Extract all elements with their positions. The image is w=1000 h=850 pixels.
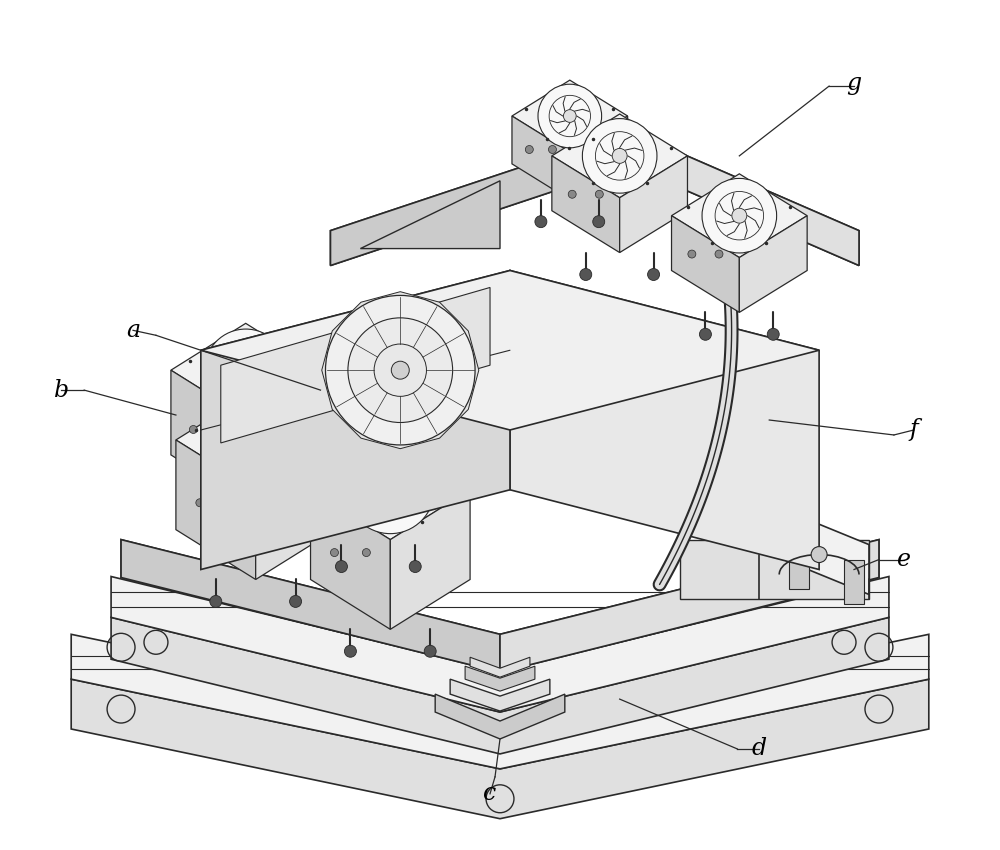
Circle shape [348, 318, 453, 422]
Polygon shape [552, 156, 620, 252]
Circle shape [344, 645, 356, 657]
Circle shape [593, 216, 605, 228]
Circle shape [362, 548, 370, 557]
Polygon shape [470, 657, 530, 677]
Polygon shape [390, 490, 470, 629]
Circle shape [290, 596, 302, 608]
Circle shape [346, 446, 434, 534]
Polygon shape [759, 500, 869, 594]
Polygon shape [450, 679, 550, 711]
Circle shape [323, 470, 331, 478]
Circle shape [237, 362, 254, 378]
Polygon shape [672, 216, 739, 312]
Circle shape [335, 560, 347, 573]
Polygon shape [680, 540, 869, 599]
Text: d: d [752, 738, 767, 761]
Polygon shape [512, 116, 570, 200]
Polygon shape [630, 131, 859, 265]
Polygon shape [71, 634, 929, 769]
Text: b: b [54, 378, 69, 401]
Polygon shape [111, 617, 889, 754]
Polygon shape [672, 173, 807, 258]
Polygon shape [176, 390, 335, 490]
Polygon shape [789, 545, 809, 589]
Polygon shape [844, 559, 864, 604]
Circle shape [330, 548, 338, 557]
Polygon shape [201, 270, 819, 430]
Circle shape [219, 426, 227, 434]
Polygon shape [378, 415, 452, 545]
Circle shape [688, 250, 696, 258]
Circle shape [525, 145, 533, 154]
Circle shape [196, 499, 204, 507]
Circle shape [767, 328, 779, 340]
Circle shape [699, 328, 711, 340]
Polygon shape [322, 292, 479, 449]
Circle shape [568, 190, 576, 198]
Polygon shape [330, 131, 630, 265]
Polygon shape [246, 371, 320, 502]
Circle shape [538, 84, 602, 148]
Polygon shape [221, 287, 490, 443]
Polygon shape [435, 694, 565, 739]
Polygon shape [360, 181, 500, 248]
Polygon shape [171, 371, 246, 502]
Polygon shape [305, 369, 452, 461]
Polygon shape [176, 440, 256, 580]
Circle shape [374, 344, 426, 396]
Text: f: f [909, 418, 918, 441]
Text: g: g [846, 71, 862, 94]
Polygon shape [305, 415, 378, 545]
Polygon shape [256, 440, 335, 580]
Polygon shape [311, 440, 470, 540]
Circle shape [548, 145, 556, 154]
Circle shape [189, 426, 197, 434]
Polygon shape [171, 323, 320, 417]
Polygon shape [71, 679, 929, 819]
Circle shape [595, 190, 603, 198]
Polygon shape [121, 540, 500, 672]
Polygon shape [510, 270, 819, 570]
Circle shape [338, 375, 419, 456]
Circle shape [702, 178, 777, 253]
Circle shape [352, 470, 360, 478]
Circle shape [732, 208, 747, 224]
Circle shape [391, 361, 409, 379]
Circle shape [580, 269, 592, 281]
Circle shape [277, 518, 289, 530]
Circle shape [612, 149, 627, 163]
Circle shape [409, 560, 421, 573]
Text: a: a [126, 319, 140, 342]
Circle shape [202, 518, 214, 530]
Circle shape [424, 645, 436, 657]
Polygon shape [311, 490, 390, 629]
Circle shape [210, 596, 222, 608]
Polygon shape [330, 131, 859, 265]
Polygon shape [465, 666, 535, 691]
Circle shape [563, 110, 576, 122]
Polygon shape [201, 270, 510, 570]
Circle shape [205, 329, 287, 411]
Polygon shape [552, 114, 687, 198]
Circle shape [325, 296, 475, 445]
Circle shape [382, 481, 399, 499]
Polygon shape [121, 540, 879, 672]
Text: e: e [897, 548, 911, 571]
Circle shape [715, 250, 723, 258]
Circle shape [212, 396, 300, 484]
Circle shape [811, 547, 827, 563]
Polygon shape [620, 156, 687, 252]
Circle shape [582, 119, 657, 193]
Circle shape [247, 431, 264, 449]
Circle shape [648, 269, 660, 281]
Circle shape [228, 499, 236, 507]
Polygon shape [111, 576, 889, 712]
Circle shape [535, 216, 547, 228]
Polygon shape [570, 116, 628, 200]
Polygon shape [500, 540, 879, 672]
Text: c: c [483, 782, 497, 805]
Polygon shape [512, 80, 628, 152]
Polygon shape [739, 216, 807, 312]
Circle shape [370, 407, 386, 423]
